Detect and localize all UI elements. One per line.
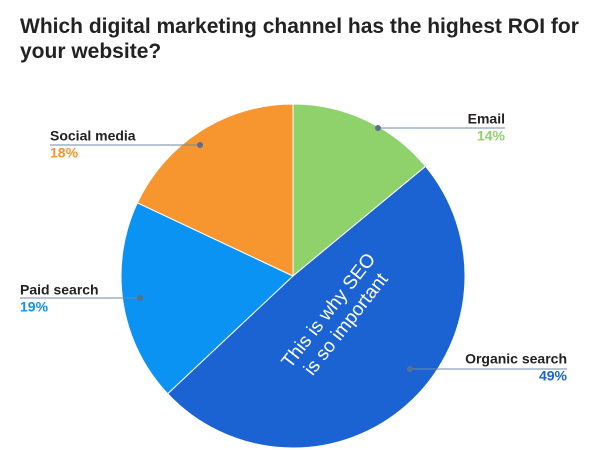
leader-dot bbox=[137, 295, 143, 301]
slice-label: Paid search bbox=[20, 282, 99, 298]
slice-value-label: 19% bbox=[20, 299, 49, 315]
pie-slice bbox=[292, 103, 427, 278]
pie-slice bbox=[166, 165, 466, 449]
slice-value-label: 49% bbox=[539, 368, 568, 384]
slice-label: Organic search bbox=[465, 351, 567, 367]
pie-slice bbox=[136, 103, 294, 277]
slice-value-label: 18% bbox=[50, 145, 79, 161]
slice-label: Social media bbox=[50, 128, 136, 144]
chart-title: Which digital marketing channel has the … bbox=[20, 15, 579, 63]
leader-dot bbox=[375, 125, 381, 131]
leader-dot bbox=[197, 142, 203, 148]
slice-value-label: 14% bbox=[477, 128, 506, 144]
slice-label: Email bbox=[468, 111, 505, 127]
leader-dot bbox=[407, 366, 413, 372]
pie-slice bbox=[120, 202, 294, 395]
